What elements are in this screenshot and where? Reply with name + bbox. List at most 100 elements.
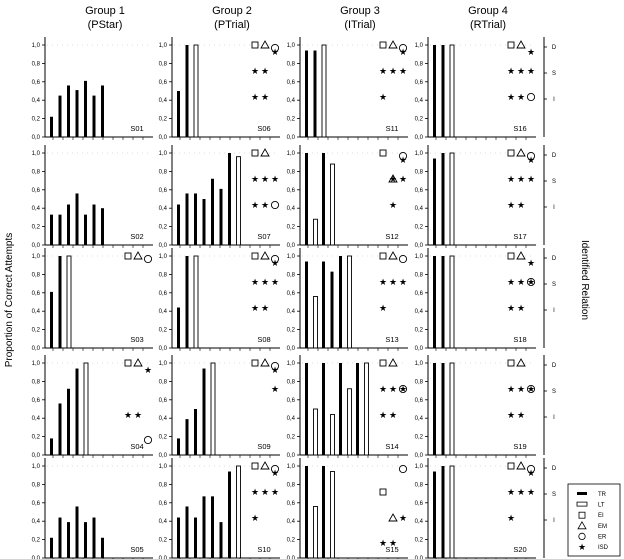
bar-tr [305, 153, 308, 245]
group-titles: Group 1 (PStar) Group 2 (PTrial) Group 3 (ITr… [85, 5, 508, 31]
y-tick-label: 1,0 [32, 464, 41, 470]
er-circle-marker [526, 151, 536, 161]
bar-lt [449, 465, 455, 559]
y-tick-label: 1,0 [287, 254, 296, 260]
panel: 0,0 0,2 0,4 0,6 0,8 1,0 S05 [32, 458, 153, 559]
bar-tr [433, 158, 436, 245]
y-tick-label: 1,0 [287, 464, 296, 470]
isd-star-marker: ★ [527, 468, 535, 478]
er-circle-marker [398, 43, 408, 53]
panel: 0,00,20,40,60,81,0★★ ★ ★★S11 [287, 37, 408, 141]
bar-tr [177, 517, 180, 558]
bar-tr [433, 45, 436, 137]
bar-tr [58, 95, 62, 137]
legend-isd-swatch: ★ [578, 542, 586, 552]
bar-tr [441, 45, 445, 137]
panel: 0,00,20,40,60,81,0★★ ★S04 [32, 355, 153, 459]
em-triangle-marker [388, 174, 398, 183]
ei-square-marker [251, 149, 259, 157]
isd-star-marker: ★ [271, 384, 279, 394]
bar-lt [66, 255, 72, 349]
er-circle-marker [398, 464, 408, 474]
isd-star-marker: ★ [251, 487, 259, 497]
y-tick-label: 0,4 [287, 416, 296, 422]
relation-label: D [552, 363, 557, 369]
bar-tr [305, 363, 308, 455]
y-tick-label: 0,4 [287, 98, 296, 104]
bar-tr [211, 496, 214, 558]
bar-tr [185, 419, 189, 455]
y-tick-label: 0,8 [415, 379, 424, 385]
y-tick-label: 0,6 [32, 398, 41, 404]
y-tick-label: 0,4 [415, 416, 424, 422]
relation-label: I [553, 518, 555, 524]
em-triangle-marker [260, 461, 270, 470]
isd-star-marker: ★ [389, 277, 397, 287]
y-tick-label: 1,0 [159, 254, 168, 260]
bar-lt [236, 156, 241, 246]
bar-tr [305, 261, 308, 348]
isd-star-marker: ★ [379, 66, 387, 76]
isd-star-marker: ★ [261, 92, 269, 102]
y-tick-label: 0,0 [415, 556, 424, 559]
bar-tr [339, 363, 342, 455]
bar-tr [356, 363, 359, 455]
ei-square-marker [507, 359, 515, 367]
bar-tr [441, 363, 445, 455]
bar-tr [75, 506, 79, 558]
em-triangle-marker [516, 148, 526, 157]
bar-tr [185, 193, 189, 245]
bar-tr [322, 261, 325, 348]
bar-tr [50, 438, 53, 455]
y-tick-label: 0,4 [415, 206, 424, 212]
panel: 0,00,20,40,60,81,0★★ ★★ ★S06 [159, 37, 280, 141]
panel: 0,0 0,2 0,4 0,6 0,8 1,0 ★ ★ S09 [159, 355, 280, 459]
panel: 0,00,20,40,60,81,0★★ ★S15 [287, 458, 408, 559]
y-tick-label: 1,0 [159, 151, 168, 157]
isd-star-marker: ★ [517, 487, 525, 497]
bar-tr [185, 506, 189, 558]
isd-star-marker: ★ [399, 384, 407, 394]
isd-star-marker: ★ [271, 468, 279, 478]
bar-tr [101, 85, 104, 137]
panel-grid: 0,0 0,2 0,4 0,6 0,8 1,0 S01 0,0 0,2 0,4 0,6 0,8 1,0 ★… [32, 37, 557, 559]
y-tick-label: 0,8 [32, 379, 41, 385]
y-tick-label: 0,8 [287, 379, 296, 385]
isd-star-marker: ★ [271, 258, 279, 268]
y-tick-label: 0,0 [415, 346, 424, 352]
isd-star-marker: ★ [389, 384, 397, 394]
bar-tr [101, 208, 104, 245]
isd-star-marker: ★ [379, 303, 387, 313]
relation-label: S [552, 71, 556, 77]
y-tick-label: 0,6 [415, 80, 424, 86]
y-tick-label: 0,8 [32, 482, 41, 488]
bar-lt [193, 44, 199, 138]
bar-lt [321, 44, 327, 138]
isd-star-marker: ★ [507, 384, 515, 394]
y-tick-label: 0,2 [32, 328, 41, 334]
y-tick-label: 0,2 [415, 225, 424, 231]
bar-tr [50, 214, 53, 245]
y-tick-label: 0,8 [159, 169, 168, 175]
isd-star-marker: ★ [527, 155, 535, 165]
bar-tr [433, 363, 436, 455]
relation-label: S [552, 282, 556, 288]
subject-label: S09 [257, 442, 270, 451]
bar-tr [75, 90, 79, 137]
bar-tr [194, 193, 197, 245]
er-circle-marker [270, 464, 280, 474]
er-circle-marker [526, 464, 536, 474]
bar-tr [219, 522, 223, 558]
ei-square-marker [379, 359, 387, 367]
em-triangle-marker [388, 513, 398, 522]
y-tick-label: 0,8 [415, 482, 424, 488]
relation-label: I [553, 308, 555, 314]
y-tick-label: 0,4 [32, 416, 41, 422]
em-triangle-marker [260, 40, 270, 49]
bar-lt [330, 471, 335, 559]
bar-tr [58, 214, 62, 245]
y-tick-label: 0,0 [287, 556, 296, 559]
y-tick-label: 0,0 [32, 346, 41, 352]
bar-tr [339, 256, 342, 348]
y-tick-label: 0,0 [32, 453, 41, 459]
